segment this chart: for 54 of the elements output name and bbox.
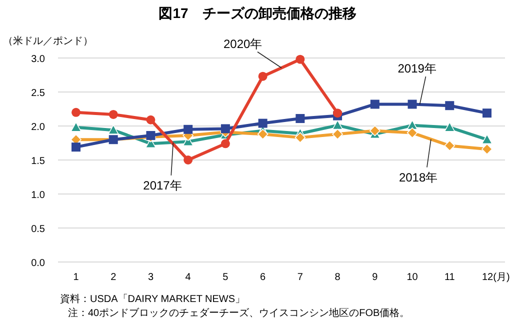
y-tick-label: 2.0 xyxy=(31,122,46,133)
y-tick-label: 3.0 xyxy=(31,54,46,65)
x-tick-label: 11 xyxy=(444,272,456,283)
y-tick-label: 2.5 xyxy=(31,88,46,99)
point xyxy=(72,142,80,152)
point xyxy=(332,128,343,140)
x-tick-label: 7 xyxy=(297,272,304,283)
y-tick-label: 0.5 xyxy=(31,224,46,235)
point xyxy=(408,100,417,109)
x-tick-label: 5 xyxy=(222,272,229,283)
point xyxy=(370,100,380,109)
y-tick-label: 1.0 xyxy=(31,190,46,201)
point xyxy=(72,108,80,117)
point xyxy=(406,127,418,138)
x-tick-label: 9 xyxy=(372,272,378,283)
series-label: 2018年 xyxy=(398,170,438,184)
point xyxy=(332,120,343,130)
point xyxy=(258,72,268,81)
point xyxy=(70,122,82,132)
x-tick-label: 3 xyxy=(148,272,154,283)
point xyxy=(220,139,230,148)
point xyxy=(184,156,193,164)
point xyxy=(444,122,456,132)
x-tick-label: 12(月) xyxy=(482,272,510,283)
point xyxy=(444,140,456,152)
point xyxy=(296,54,305,64)
y-axis-title: （米ドル／ポンド） xyxy=(3,35,93,47)
point xyxy=(482,134,492,144)
point xyxy=(146,115,156,124)
point xyxy=(294,132,306,143)
y-tick-label: 0.0 xyxy=(31,258,46,269)
point xyxy=(220,124,230,134)
series-label: 2020年 xyxy=(224,36,262,51)
x-tick-label: 6 xyxy=(260,272,266,283)
point xyxy=(108,110,118,119)
y-tick-label: 1.5 xyxy=(31,156,46,167)
point xyxy=(296,114,305,124)
point xyxy=(184,124,193,134)
point xyxy=(108,124,119,134)
point xyxy=(258,118,268,128)
text: 資料：USDA「DAIRY MARKET NEWS」 xyxy=(60,293,246,305)
point xyxy=(445,101,454,110)
x-tick-label: 1 xyxy=(73,272,80,283)
point xyxy=(482,108,492,118)
text: 注：40ポンドブロックのチェダーチーズ、ウイスコンシン地区のFOB価格。 xyxy=(68,307,410,319)
x-tick-label: 4 xyxy=(185,272,192,283)
x-tick-label: 8 xyxy=(334,272,341,283)
chart-title: 図17 チーズの卸売価格の推移 xyxy=(158,5,356,21)
point xyxy=(370,125,380,136)
point xyxy=(333,108,342,118)
point xyxy=(257,128,268,140)
point xyxy=(482,144,492,155)
x-tick-label: 10 xyxy=(406,272,418,283)
x-tick-label: 2 xyxy=(110,272,117,283)
